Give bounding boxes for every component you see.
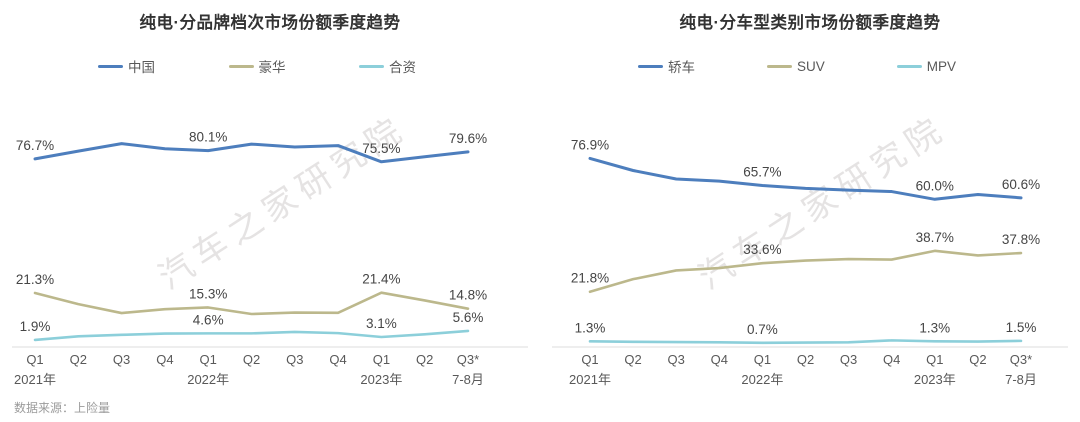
- legend-label: SUV: [796, 58, 825, 74]
- source-note: 数据来源：上险量: [14, 401, 111, 415]
- legend-item-0: 中国: [98, 56, 155, 76]
- data-label: 5.6%: [453, 310, 484, 325]
- chart-title: 纯电·分车型类别市场份额季度趋势: [679, 14, 941, 32]
- chart-panel-brand-tier: 纯电·分品牌档次市场份额季度趋势 中国 豪华 合资 汽车之家研究院 76.7% 21.…: [12, 14, 528, 386]
- legend-label: MPV: [926, 58, 956, 74]
- data-label: 38.7%: [916, 230, 954, 245]
- plot-area: 76.9% 21.8% 1.3% 65.7% 33.6% 0.7% 60.0% 38.7% 1.…: [552, 137, 1068, 348]
- series-line-0: [588, 156, 1023, 201]
- data-label: 79.6%: [449, 131, 487, 146]
- data-label: 37.8%: [1002, 232, 1040, 247]
- series-line-1: [33, 291, 470, 316]
- legend-label: 轿车: [668, 60, 695, 75]
- legend-swatch-icon: [359, 64, 384, 68]
- series-line-2: [33, 329, 470, 342]
- data-label: 0.7%: [747, 322, 778, 337]
- legend-item-0: 轿车: [638, 56, 695, 76]
- data-label: 80.1%: [189, 130, 227, 145]
- legend: 中国 豪华 合资: [98, 56, 416, 76]
- legend-item-2: MPV: [896, 58, 956, 74]
- legend-item-1: 豪华: [228, 56, 286, 76]
- legend-item-2: 合资: [359, 56, 416, 76]
- data-label: 65.7%: [743, 165, 781, 180]
- series-line-0: [33, 142, 470, 164]
- data-label: 60.0%: [916, 178, 954, 193]
- legend-swatch-icon: [896, 64, 922, 68]
- data-label: 60.6%: [1002, 177, 1040, 192]
- legend-swatch-icon: [766, 64, 792, 68]
- chart-title: 纯电·分品牌档次市场份额季度趋势: [139, 14, 401, 32]
- legend-swatch-icon: [98, 64, 123, 68]
- legend-swatch-icon: [638, 64, 663, 68]
- data-label: 21.4%: [362, 272, 400, 287]
- legend-label: 中国: [128, 60, 155, 75]
- chart-panel-vehicle-type: 纯电·分车型类别市场份额季度趋势 轿车 SUV MPV 汽车之家研究院 76.9% 2…: [540, 0, 1080, 422]
- data-label: 75.5%: [362, 141, 400, 156]
- data-label: 76.7%: [16, 138, 54, 153]
- data-label: 76.9%: [571, 137, 609, 152]
- data-label: 1.3%: [575, 320, 606, 335]
- legend-label: 豪华: [258, 60, 286, 75]
- data-label: 4.6%: [193, 312, 224, 327]
- legend-item-1: SUV: [766, 58, 825, 74]
- data-label: 33.6%: [743, 242, 781, 257]
- data-label: 1.3%: [919, 320, 950, 335]
- data-label: 1.5%: [1006, 320, 1037, 335]
- data-label: 21.3%: [16, 272, 54, 287]
- data-label: 1.9%: [20, 319, 51, 334]
- plot-area: 76.7% 21.3% 1.9% 80.1% 15.3% 4.6% 75.5% 21.4% 3.…: [12, 130, 528, 348]
- series-line-2: [588, 339, 1023, 345]
- legend: 轿车 SUV MPV: [638, 56, 956, 76]
- legend-label: 合资: [389, 60, 416, 75]
- data-label: 15.3%: [189, 286, 227, 301]
- series-line-1: [588, 249, 1023, 294]
- data-label: 21.8%: [571, 271, 609, 286]
- data-label: 3.1%: [366, 316, 397, 331]
- legend-swatch-icon: [228, 64, 254, 68]
- data-label: 14.8%: [449, 288, 487, 303]
